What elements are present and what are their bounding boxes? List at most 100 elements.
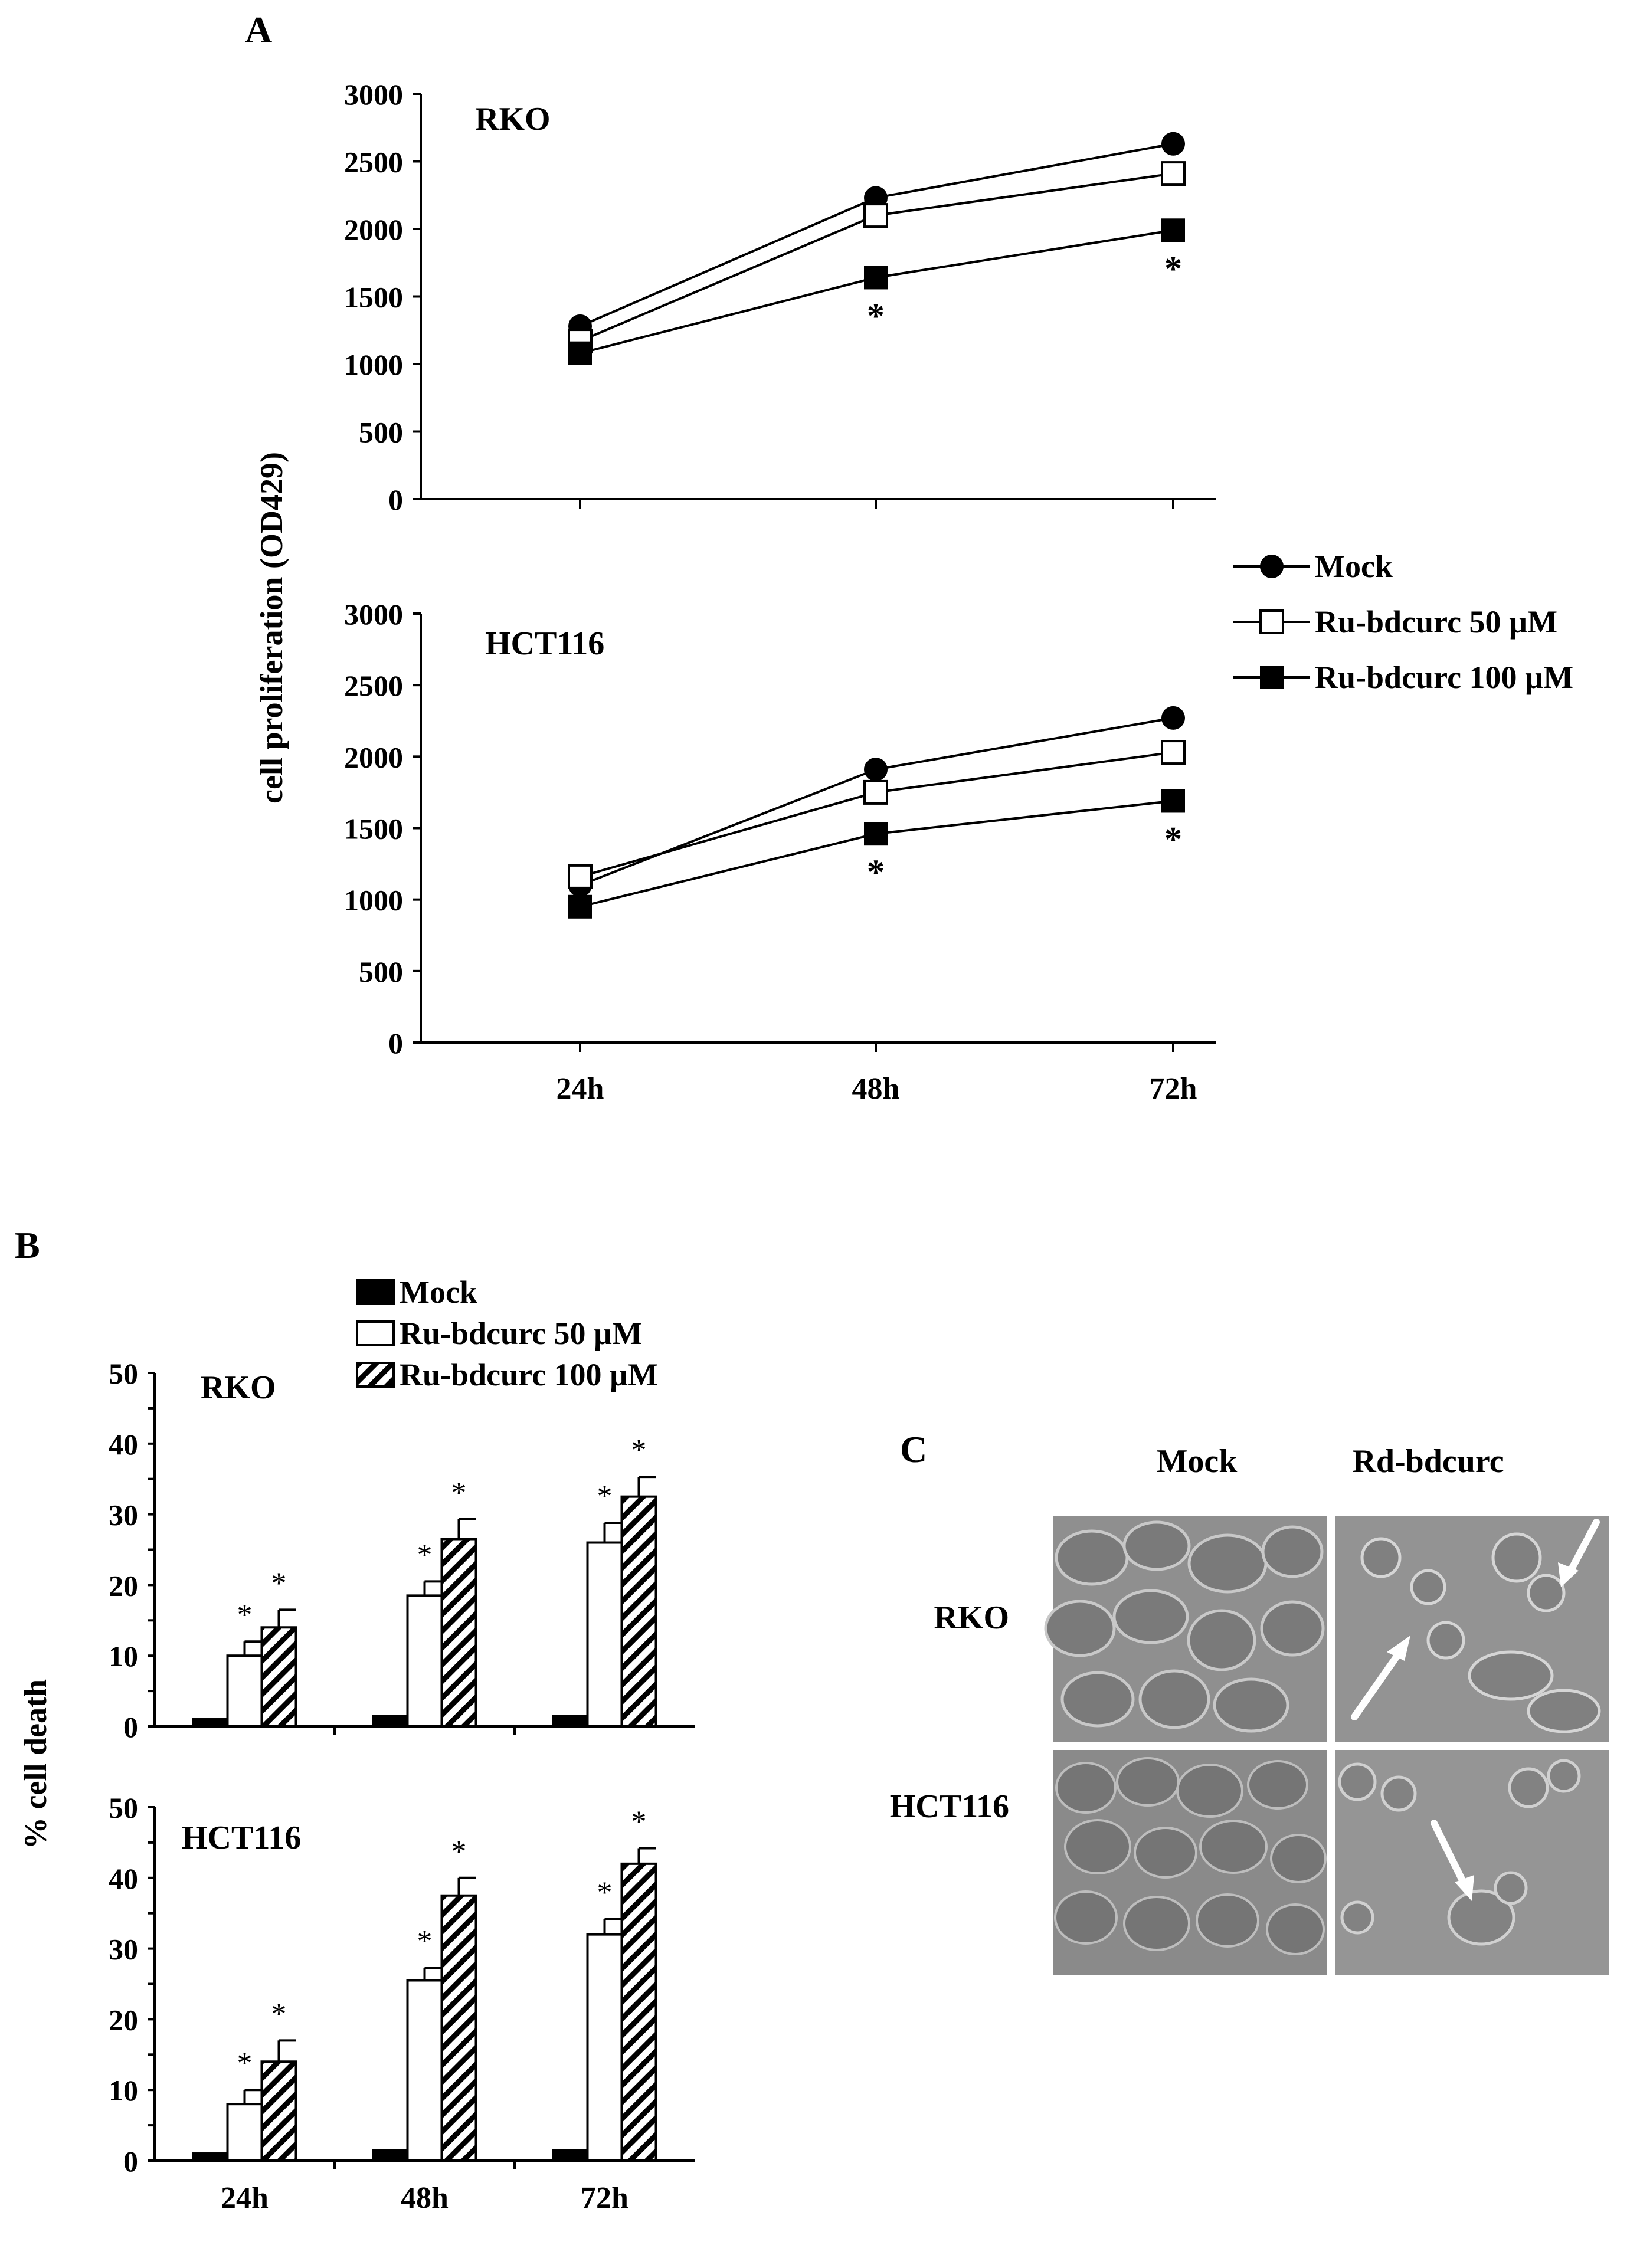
data-point [1161,740,1186,765]
bar [620,1862,657,2162]
y-tick-label: 2500 [344,669,403,702]
y-tick-label: 30 [109,1933,138,1966]
y-tick-label: 2500 [344,146,403,179]
legend-b: Mock Ru-bdcurc 50 µM Ru-bdcurc 100 µM [356,1274,658,1392]
legend-label: Ru-bdcurc 100 µM [400,1357,658,1392]
data-point [863,203,888,228]
legend-swatch [356,1279,395,1305]
bar [406,1979,443,2162]
significance-mark: * [237,1598,253,1632]
x-tick-label: 72h [1150,1072,1197,1106]
legend-label: Mock [400,1274,477,1310]
y-tick-label: 2000 [344,213,403,246]
panel-a-y-axis-title: cell proliferation (OD429) [254,452,289,804]
y-tick-label: 500 [359,955,403,988]
bar [260,1626,297,1728]
y-tick-label: 0 [123,2145,138,2178]
bar [552,2149,589,2162]
legend-marker [1260,666,1284,689]
bar [552,1715,589,1728]
bar [440,1538,477,1728]
data-point [863,779,888,805]
bar [586,1541,623,1728]
data-point [864,266,888,290]
y-tick-label: 50 [109,1791,138,1824]
y-tick-label: 0 [388,483,403,516]
significance-mark: * [867,853,885,892]
panel-c-row-hct116: HCT116 [890,1788,1009,1825]
panel-c-col-mock: Mock [1157,1443,1238,1480]
significance-mark: * [237,2047,253,2080]
y-tick-label: 500 [359,416,403,449]
legend-label: Ru-bdcurc 100 µM [1315,660,1573,695]
legend-label: Mock [1315,549,1393,584]
significance-mark: * [271,1566,287,1600]
chart-title: RKO [475,101,551,137]
significance-mark: * [631,1805,647,1838]
significance-mark: * [867,296,885,335]
panel-c-row-rko: RKO [934,1600,1009,1636]
legend-swatch [356,1362,395,1388]
y-tick-label: 10 [109,1640,138,1673]
legend-label: Ru-bdcurc 50 µM [400,1316,642,1351]
panel-b-label: B [15,1224,40,1266]
y-tick-label: 3000 [344,598,403,631]
data-point [568,894,592,919]
y-tick-label: 1500 [344,812,403,845]
data-point [568,864,593,889]
significance-mark: * [451,1835,467,1869]
significance-mark: * [1164,820,1182,858]
micrograph-hct116-mock [1053,1750,1327,1975]
y-tick-label: 1000 [344,884,403,917]
significance-mark: * [417,1538,433,1572]
bar [440,1894,477,2162]
x-tick-label: 24h [221,2181,269,2215]
y-tick-label: 20 [109,2003,138,2036]
significance-mark: * [631,1434,647,1467]
panel-a-label: A [245,9,272,51]
bar [372,1715,409,1728]
significance-mark: * [417,1925,433,1958]
data-point [1161,706,1185,730]
y-tick-label: 50 [109,1357,138,1390]
y-tick-label: 40 [109,1862,138,1895]
bar [192,2152,229,2162]
panel-c-col-treated: Rd-bdcurc [1352,1443,1504,1480]
micrograph-hct116-treated [1335,1750,1609,1975]
bar [260,2060,297,2162]
micrograph-rko-mock [1044,1516,1327,1742]
bar [372,2149,409,2162]
micrograph-rko-treated [1335,1516,1609,1742]
y-tick-label: 10 [109,2074,138,2107]
significance-mark: * [271,1997,287,2031]
y-tick-label: 0 [123,1710,138,1743]
bar [192,1718,229,1728]
legend-a: Mock Ru-bdcurc 50 µM Ru-bdcurc 100 µM [1233,549,1573,695]
significance-mark: * [597,1876,613,1909]
bar [620,1495,657,1728]
data-point [1161,161,1186,186]
y-tick-label: 20 [109,1569,138,1602]
data-point [864,822,888,846]
chart-b-rko: 0 10 20 30 40 50 RKO * * * * * * [109,1357,695,1743]
y-tick-label: 2000 [344,740,403,774]
significance-mark: * [1164,249,1182,288]
bar [226,2103,263,2162]
bar [406,1594,443,1728]
data-point [568,341,592,365]
y-tick-label: 30 [109,1499,138,1532]
legend-marker [1260,555,1284,578]
data-point [1161,218,1185,242]
x-tick-label: 48h [852,1072,900,1106]
chart-a-rko: 0 500 1000 1500 2000 2500 3000 RKO * * [344,78,1216,516]
panel-c-label: C [900,1428,927,1470]
x-tick-label: 48h [401,2181,449,2215]
bar [586,1933,623,2162]
chart-title: HCT116 [182,1820,301,1856]
chart-a-hct116: 0 500 1000 1500 2000 2500 3000 24h 48h 72h HCT116 *… [344,598,1216,1106]
data-point [864,758,888,782]
legend-marker [1259,609,1284,634]
chart-title: RKO [201,1369,276,1406]
panel-b-y-axis-title: % cell death [18,1679,53,1849]
